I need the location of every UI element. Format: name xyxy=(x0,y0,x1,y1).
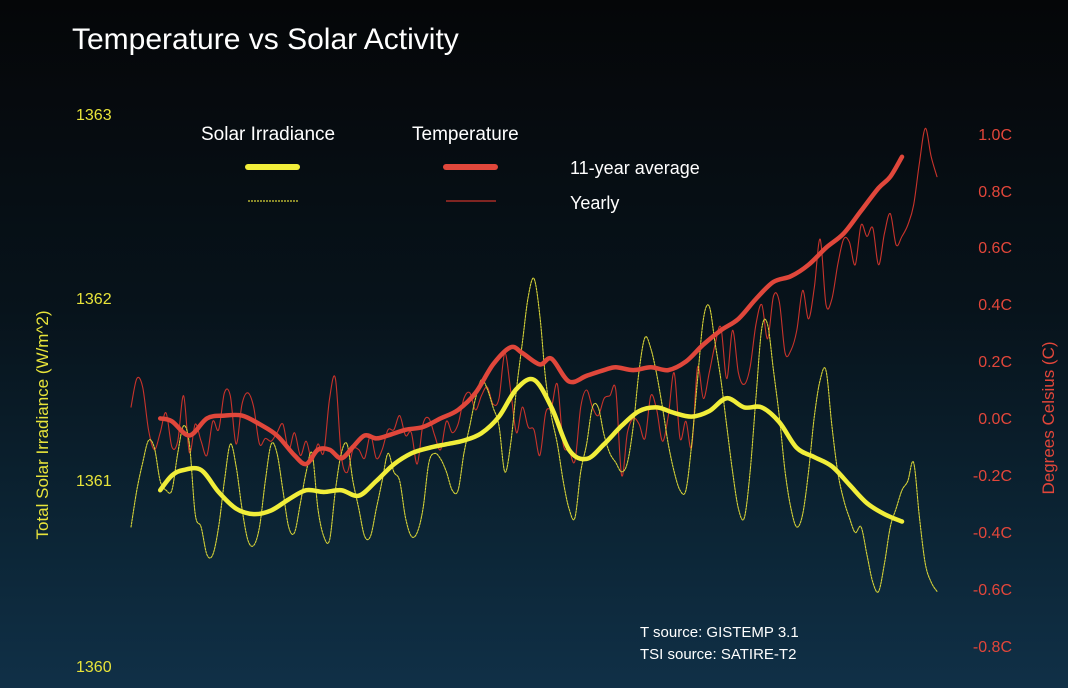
tsi-source: TSI source: SATIRE-T2 xyxy=(640,646,796,663)
right-tick: 0.4C xyxy=(978,297,1012,314)
temperature-source: T source: GISTEMP 3.1 xyxy=(640,624,799,641)
solar-irradiance-yearly-line xyxy=(130,277,938,593)
left-tick: 1361 xyxy=(76,473,112,490)
plot-area xyxy=(130,127,938,593)
solar-irradiance-11yr-average-line xyxy=(157,376,905,524)
legend-average-label: 11-year average xyxy=(570,158,700,178)
right-tick: 0.2C xyxy=(978,354,1012,371)
legend: Solar Irradiance Temperature 11-year ave… xyxy=(201,124,700,213)
left-tick: 1363 xyxy=(76,107,112,124)
right-axis-label: Degrees Celsius (C) xyxy=(1039,341,1058,494)
right-tick: 0.6C xyxy=(978,240,1012,257)
temperature-yearly-line xyxy=(130,127,938,477)
left-axis-ticks: 1363 1362 1361 1360 xyxy=(76,107,112,676)
legend-yearly-label: Yearly xyxy=(570,193,619,213)
left-tick: 1362 xyxy=(76,291,112,308)
source-notes: T source: GISTEMP 3.1 TSI source: SATIRE… xyxy=(640,624,799,663)
right-tick: 0.8C xyxy=(978,184,1012,201)
right-tick: -0.2C xyxy=(973,468,1012,485)
legend-temperature-header: Temperature xyxy=(412,124,519,145)
right-tick: 0.0C xyxy=(978,411,1012,428)
temperature-11yr-average-line xyxy=(157,154,905,467)
right-tick: -0.6C xyxy=(973,582,1012,599)
right-tick: -0.8C xyxy=(973,639,1012,656)
left-axis-label: Total Solar Irradiance (W/m^2) xyxy=(33,310,52,539)
right-tick: -0.4C xyxy=(973,525,1012,542)
legend-solar-header: Solar Irradiance xyxy=(201,124,335,145)
left-tick: 1360 xyxy=(76,659,112,676)
right-axis-ticks: 1.0C 0.8C 0.6C 0.4C 0.2C 0.0C -0.2C -0.4… xyxy=(973,127,1012,656)
right-tick: 1.0C xyxy=(978,127,1012,144)
chart-title: Temperature vs Solar Activity xyxy=(72,23,459,56)
